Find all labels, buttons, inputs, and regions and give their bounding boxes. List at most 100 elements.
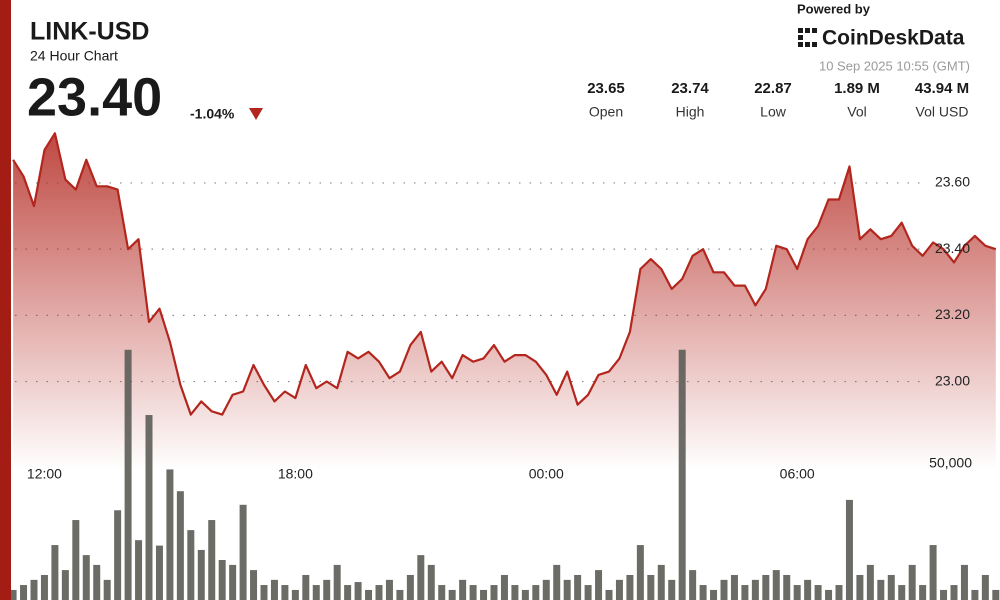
volume-bar <box>814 585 822 600</box>
volume-bar <box>563 579 571 600</box>
price-area <box>13 133 996 600</box>
volume-bar <box>239 504 247 600</box>
volume-bar <box>825 589 833 600</box>
volume-bar <box>542 579 550 600</box>
volume-bar <box>155 545 163 600</box>
y-tick-label: 23.60 <box>935 174 970 190</box>
volume-bar <box>166 469 174 600</box>
volume-bar <box>751 579 759 600</box>
volume-bar <box>532 585 540 600</box>
volume-bar <box>730 574 738 600</box>
volume-bar <box>187 530 195 600</box>
volume-bar <box>385 579 393 600</box>
volume-bar <box>61 570 69 600</box>
volume-bar <box>720 579 728 600</box>
volume-bar <box>427 564 435 600</box>
y2-tick-label: 50,000 <box>929 455 972 471</box>
price-line <box>12 132 997 416</box>
volume-bar <box>135 540 143 600</box>
x-tick-label: 18:00 <box>278 466 313 482</box>
powered-by: Powered by <box>797 1 871 16</box>
volume-bar <box>678 349 686 600</box>
timestamp: 10 Sep 2025 10:55 (GMT) <box>819 58 970 73</box>
volume-bar <box>595 570 603 600</box>
plot: 23.00 23.20 23.40 23.60 50,000 12:00 18:00 00:0… <box>9 132 1000 600</box>
volume-bar <box>783 574 791 600</box>
volume-bar <box>396 589 404 600</box>
volume-bar <box>114 510 122 600</box>
stats: 23.65 Open 23.74 High 22.87 Low 1.89 M Vol 43.94… <box>587 80 969 120</box>
volume-bar <box>82 555 90 600</box>
volume-bar <box>574 574 582 600</box>
volume-bar <box>741 585 749 600</box>
volume-bar <box>323 579 331 600</box>
y-tick-label: 23.20 <box>935 306 970 322</box>
volume-bar <box>981 574 989 600</box>
volume-bar <box>459 579 467 600</box>
volume-bar <box>250 570 258 600</box>
volume-bar <box>365 589 373 600</box>
volume-bar <box>710 589 718 600</box>
volume-bar <box>553 564 561 600</box>
left-border <box>0 0 11 600</box>
change: -1.04% <box>190 106 235 122</box>
volume-bar <box>887 574 895 600</box>
chart-title: LINK-USD <box>30 18 149 46</box>
volume-bar <box>333 564 341 600</box>
volume-bar <box>40 574 48 600</box>
volume-bar <box>971 589 979 600</box>
volume-bar <box>124 349 132 600</box>
subtitle: 24 Hour Chart <box>30 48 118 64</box>
volume-bar <box>312 585 320 600</box>
volume-bar <box>992 589 1000 600</box>
volume-bar <box>417 555 425 600</box>
volume-bar <box>908 564 916 600</box>
volume-bar <box>626 574 634 600</box>
y-tick-label: 23.40 <box>935 240 970 256</box>
down-arrow <box>249 108 263 120</box>
volume-bar <box>521 589 529 600</box>
volume-bar <box>845 499 853 600</box>
volume-bar <box>699 585 707 600</box>
volume-bar <box>406 574 414 600</box>
volume-bar <box>281 585 289 600</box>
volume-bar <box>866 564 874 600</box>
stat-label: High <box>676 104 705 120</box>
stat-value: 22.87 <box>754 80 792 97</box>
volume-bar <box>835 585 843 600</box>
stat-value: 1.89 M <box>834 80 880 97</box>
volume-bar <box>960 564 968 600</box>
volume-bar <box>354 582 362 600</box>
volume-bar <box>762 574 770 600</box>
volume-bar <box>856 574 864 600</box>
volume-bar <box>103 579 111 600</box>
volume-bar <box>657 564 665 600</box>
volume-bar <box>647 574 655 600</box>
stat-value: 23.65 <box>587 80 625 97</box>
volume-bar <box>145 415 153 600</box>
volume-bar <box>197 549 205 600</box>
volume-bar <box>940 589 948 600</box>
price: 23.40 <box>27 67 162 127</box>
volume-bar <box>804 579 812 600</box>
stat-label: Open <box>589 104 623 120</box>
volume-bar <box>344 585 352 600</box>
stat-value: 23.74 <box>671 80 709 97</box>
volume-bar <box>490 585 498 600</box>
volume-bar <box>772 570 780 600</box>
volume-bar <box>270 579 278 600</box>
logo-icon <box>798 28 817 47</box>
stat-label: Vol USD <box>916 104 969 120</box>
volume-bar <box>20 585 28 600</box>
volume-bar <box>229 564 237 600</box>
volume-bar <box>51 545 59 600</box>
volume-bar <box>176 491 184 600</box>
volume-bar <box>689 570 697 600</box>
volume-bar <box>448 589 456 600</box>
volume-bar <box>291 589 299 600</box>
volume-bar <box>72 520 80 600</box>
volume-bar <box>615 579 623 600</box>
volume-bar <box>511 585 519 600</box>
volume-bar <box>929 545 937 600</box>
volume-bar <box>480 589 488 600</box>
